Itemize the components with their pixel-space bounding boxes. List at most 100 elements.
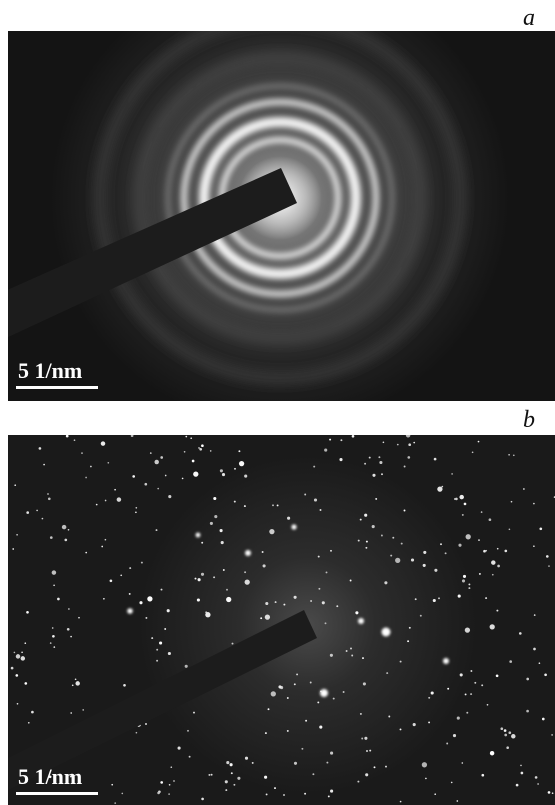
diffraction-spot (506, 746, 510, 750)
diffraction-spot (330, 751, 334, 755)
diffraction-spot (205, 612, 211, 618)
diffraction-spot (350, 647, 352, 650)
diffraction-spot (135, 506, 138, 509)
diffraction-spot (304, 493, 307, 496)
diffraction-spot (324, 622, 327, 625)
diffraction-spot (342, 691, 345, 693)
diffraction-spot (412, 723, 416, 727)
diffraction-spot (486, 703, 489, 706)
diffraction-spot (156, 648, 159, 651)
diffraction-spot (264, 614, 271, 620)
diffraction-spot (81, 452, 83, 454)
diffraction-spot (296, 673, 299, 676)
diffraction-spot (518, 632, 522, 635)
diffraction-spot (181, 477, 184, 480)
diffraction-spot (243, 505, 246, 508)
diffraction-spot (75, 681, 80, 686)
diffraction-spot (270, 691, 276, 697)
diffraction-spot (446, 742, 449, 745)
diffraction-spot (53, 646, 56, 648)
diffraction-spot (319, 509, 322, 511)
diffraction-spot (27, 721, 30, 724)
diffraction-spot (264, 732, 267, 735)
diffraction-spot (480, 511, 483, 513)
diffraction-spot (36, 509, 38, 512)
diffraction-spot (201, 797, 204, 801)
diffraction-spot (244, 579, 250, 585)
diffraction-spot (405, 435, 411, 438)
diffraction-spot (233, 500, 236, 503)
diffraction-spot (365, 540, 368, 543)
diffraction-spot (470, 670, 473, 672)
bright-reflection (358, 618, 364, 624)
diffraction-spot (332, 697, 335, 700)
diffraction-spot (269, 528, 275, 535)
diffraction-spot (309, 681, 312, 684)
diffraction-spot (485, 597, 488, 600)
diffraction-spot (508, 731, 512, 735)
diffraction-spot (219, 469, 223, 473)
outer-ring-3 (95, 31, 465, 383)
diffraction-spot (310, 600, 313, 602)
diffraction-spot (461, 762, 464, 764)
diffraction-spot (410, 558, 415, 562)
diffraction-spot (500, 727, 504, 731)
diffraction-spot (293, 683, 296, 686)
diffraction-spot (520, 771, 524, 775)
diffraction-spot (173, 780, 175, 782)
diffraction-spot (198, 447, 200, 449)
diffraction-spot (450, 781, 453, 784)
diffraction-spot (319, 725, 323, 729)
diffraction-spot (496, 609, 499, 612)
diffraction-spot (234, 467, 236, 470)
diffraction-spot (399, 800, 402, 803)
diffraction-spot (541, 717, 545, 721)
diffraction-spot (357, 780, 360, 783)
diffraction-spot (364, 513, 368, 517)
diffraction-spot (145, 616, 148, 619)
diffraction-spot (201, 541, 204, 544)
diffraction-spot (230, 772, 233, 775)
diffraction-spot (491, 560, 496, 565)
diffraction-spot (459, 494, 464, 500)
diffraction-spot (386, 672, 389, 675)
diffraction-spot (293, 595, 297, 599)
diffraction-spot (330, 549, 332, 552)
diffraction-spot (483, 549, 486, 553)
scale-bar-b: 5 1/nm (16, 766, 98, 795)
diffraction-spot (421, 762, 428, 768)
diffraction-spot (244, 571, 247, 574)
diffraction-spot (523, 488, 525, 490)
scale-bar-line-b (16, 792, 98, 795)
bright-reflection (443, 658, 449, 664)
diffraction-spot (164, 474, 167, 477)
diffraction-spot (434, 568, 438, 572)
diffraction-spot (437, 486, 443, 492)
diffraction-spot (526, 709, 529, 713)
diffraction-spot (428, 721, 431, 724)
diffraction-spot (461, 579, 466, 583)
diffraction-spot (135, 731, 138, 734)
diffraction-spot (539, 527, 543, 531)
diffraction-spot (274, 601, 277, 604)
diffraction-spot (135, 511, 137, 514)
panel-label-a: a (523, 5, 535, 31)
diffraction-spot (504, 733, 508, 737)
diffraction-spot (187, 729, 189, 732)
diffraction-spot (24, 642, 27, 645)
diffraction-spot (368, 456, 371, 459)
diffraction-spot (111, 783, 114, 786)
diffraction-spot (213, 496, 217, 501)
diffraction-spot (70, 712, 73, 714)
diffraction-spot (71, 684, 74, 687)
diffraction-spot (379, 460, 383, 465)
diffraction-spot (114, 488, 116, 491)
diffraction-spot (64, 538, 68, 542)
diffraction-spot (226, 761, 230, 765)
diffraction-spot (286, 697, 289, 699)
diffraction-spot (190, 437, 193, 440)
diffraction-spot (260, 617, 263, 620)
diffraction-spot (312, 773, 315, 776)
diffraction-spot (157, 791, 160, 795)
diffraction-spot (434, 793, 437, 796)
